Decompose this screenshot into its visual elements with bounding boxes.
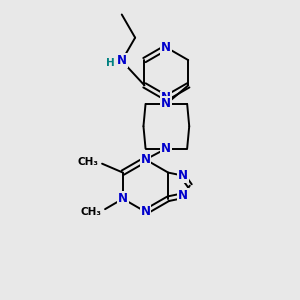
Text: N: N <box>140 153 151 166</box>
Text: N: N <box>117 54 127 67</box>
Text: H: H <box>106 58 115 68</box>
Text: N: N <box>178 169 188 182</box>
Text: N: N <box>161 98 171 110</box>
Text: N: N <box>161 142 171 155</box>
Text: N: N <box>161 92 171 104</box>
Text: N: N <box>118 192 128 205</box>
Text: CH₃: CH₃ <box>80 207 101 217</box>
Text: CH₃: CH₃ <box>77 157 98 167</box>
Text: N: N <box>178 189 188 202</box>
Text: N: N <box>140 205 151 218</box>
Text: N: N <box>161 41 171 54</box>
